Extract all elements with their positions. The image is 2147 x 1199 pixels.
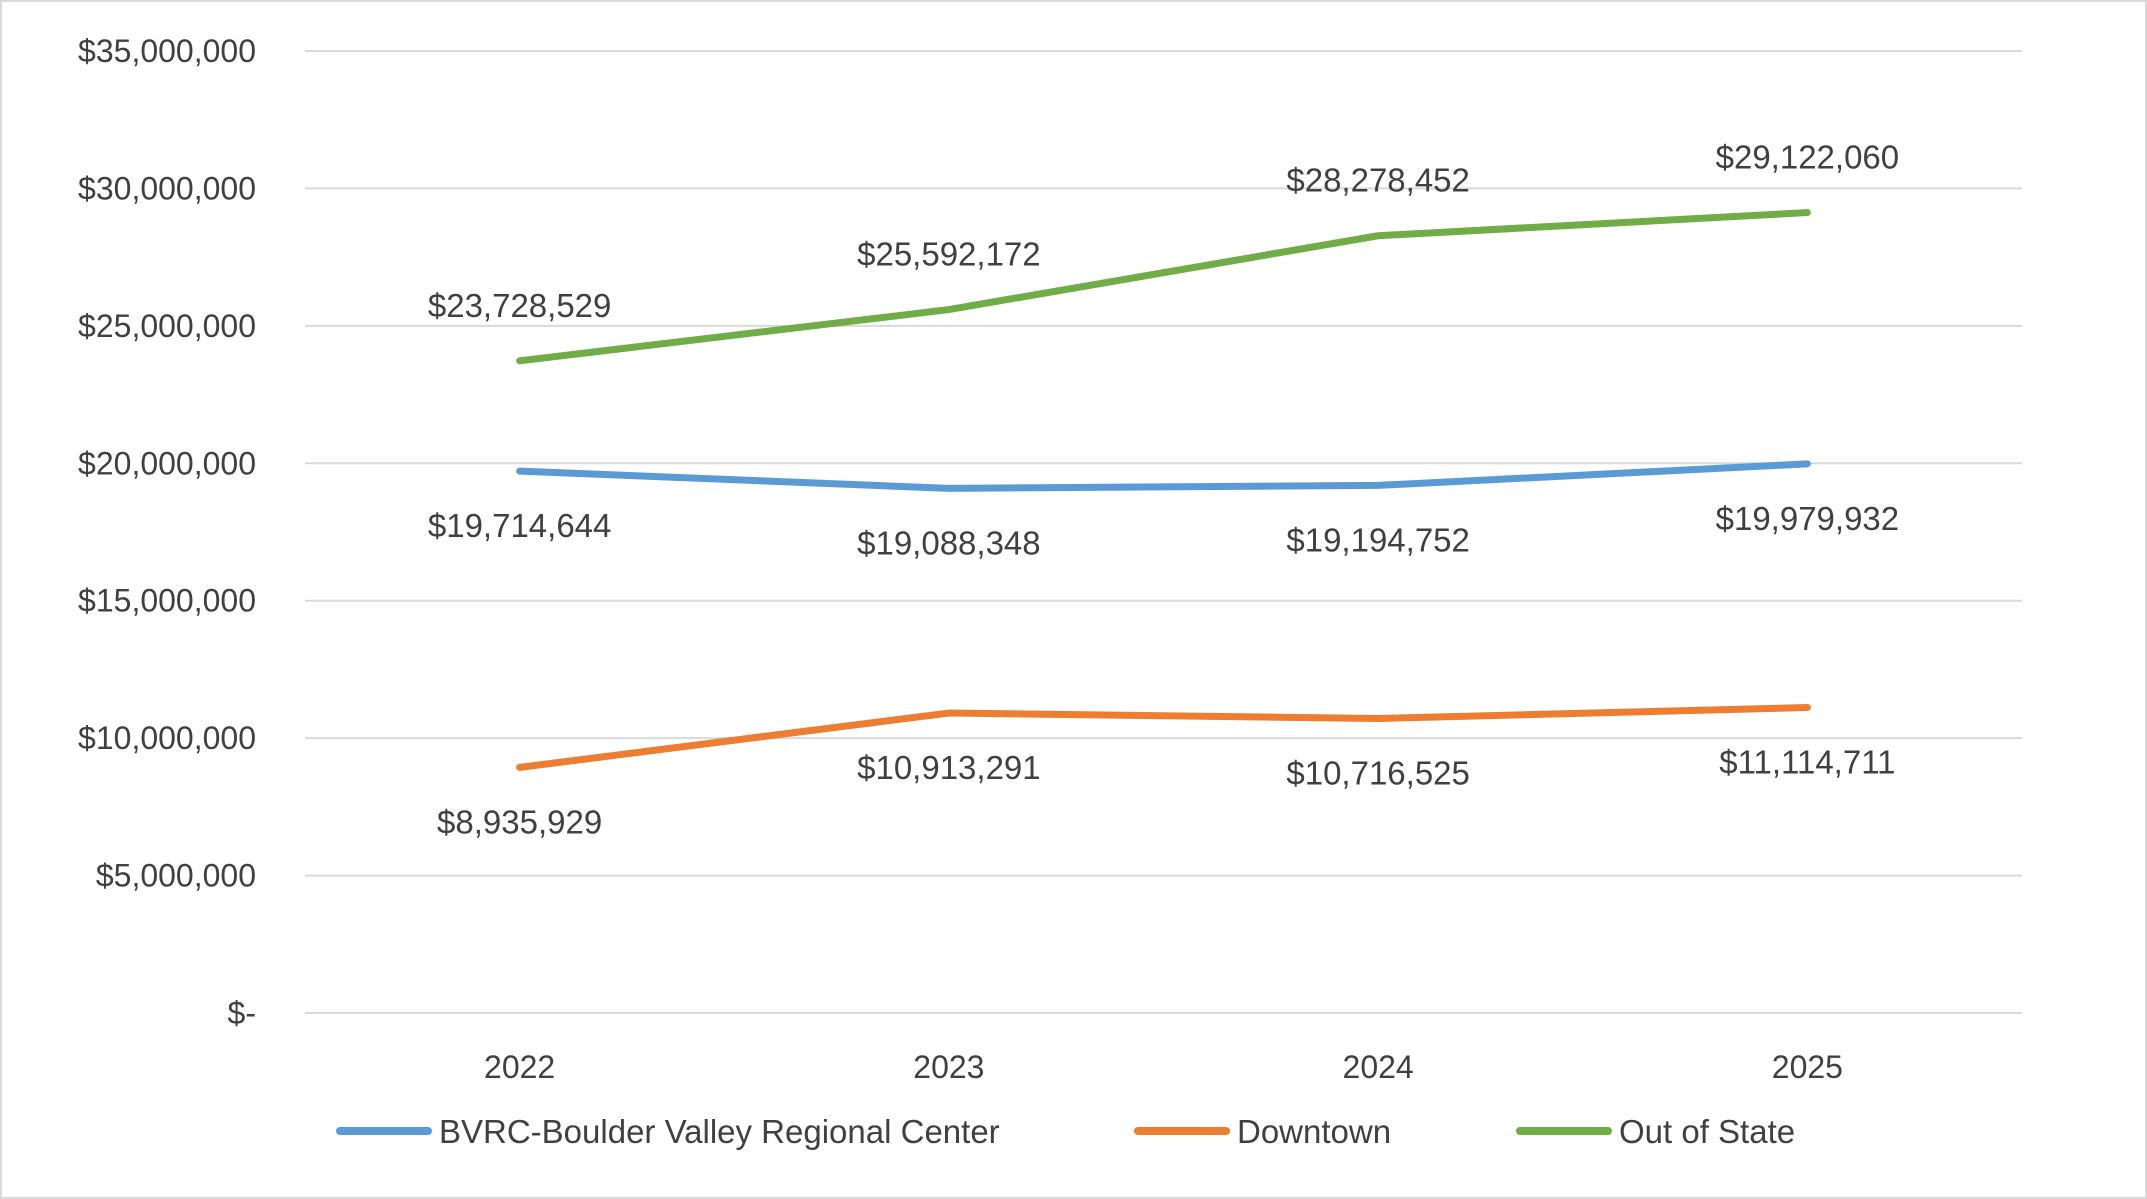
series-line-1 (516, 704, 1811, 771)
y-tick-label: $25,000,000 (78, 308, 256, 344)
y-tick-label: $15,000,000 (78, 583, 256, 619)
legend-label: Out of State (1619, 1113, 1795, 1150)
data-label: $23,728,529 (428, 287, 612, 324)
y-tick-label: $20,000,000 (78, 445, 256, 481)
data-label: $11,114,711 (1719, 744, 1895, 781)
y-tick-label: $30,000,000 (78, 170, 256, 206)
series-line-0 (516, 460, 1811, 492)
x-tick-label: 2022 (484, 1049, 555, 1085)
series-line-2 (516, 209, 1811, 365)
data-label: $19,088,348 (857, 524, 1041, 561)
data-label: $19,194,752 (1286, 521, 1470, 558)
y-tick-label: $10,000,000 (78, 720, 256, 756)
data-label: $28,278,452 (1286, 162, 1470, 199)
legend-label: Downtown (1237, 1113, 1391, 1150)
data-label: $19,714,644 (428, 507, 612, 544)
data-label: $25,592,172 (857, 236, 1041, 273)
x-tick-label: 2023 (913, 1049, 984, 1085)
data-label: $19,979,932 (1716, 500, 1900, 537)
y-tick-label: $35,000,000 (78, 33, 256, 69)
y-tick-label: $5,000,000 (96, 858, 256, 894)
data-label: $10,716,525 (1286, 754, 1470, 791)
y-tick-label: $- (228, 995, 256, 1031)
data-label: $29,122,060 (1716, 139, 1900, 176)
x-tick-label: 2024 (1343, 1049, 1414, 1085)
data-label: $10,913,291 (857, 749, 1041, 786)
data-label: $8,935,929 (437, 803, 602, 840)
x-tick-label: 2025 (1772, 1049, 1843, 1085)
legend-label: BVRC-Boulder Valley Regional Center (439, 1113, 1000, 1150)
